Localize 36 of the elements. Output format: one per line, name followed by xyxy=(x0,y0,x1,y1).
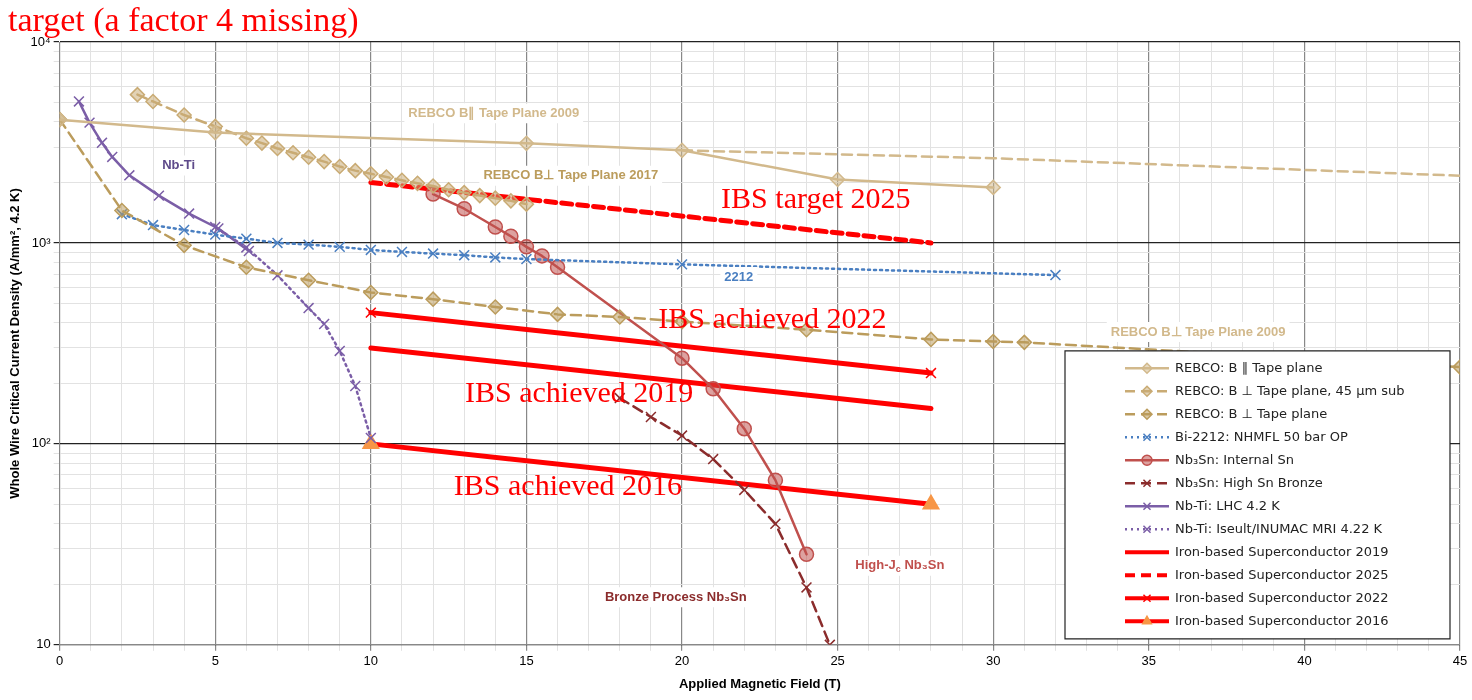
y-tick-label: 10³ xyxy=(31,234,52,250)
annotation: IBS achieved 2019 xyxy=(465,374,694,408)
annotation: REBCO B∥ Tape Plane 2009 xyxy=(408,104,580,121)
x-tick-label: 5 xyxy=(211,653,219,669)
annotation: IBS achieved 2016 xyxy=(453,467,683,501)
x-tick-label: 10 xyxy=(363,653,379,669)
legend-label: Nb-Ti: Iseult/INUMAC MRI 4.22 K xyxy=(1175,520,1383,536)
x-tick-label: 15 xyxy=(519,653,534,669)
legend-label: REBCO: B ∥ Tape plane xyxy=(1175,359,1323,375)
legend-label: Iron-based Superconductor 2022 xyxy=(1175,589,1389,605)
x-tick-label: 20 xyxy=(674,653,690,669)
legend-label: Iron-based Superconductor 2025 xyxy=(1175,566,1389,582)
x-tick-label: 0 xyxy=(56,653,64,669)
legend-label: Nb₃Sn: Internal Sn xyxy=(1175,451,1294,467)
legend-label: Iron-based Superconductor 2016 xyxy=(1175,612,1389,628)
legend-label: Bi-2212: NHMFL 50 bar OP xyxy=(1175,428,1348,444)
annotation: REBCO B⊥ Tape Plane 2009 xyxy=(1110,323,1286,339)
y-axis-title: Whole Wire Critical Current Density (A/mm², 4.2 K) xyxy=(7,188,23,499)
legend-label: Iron-based Superconductor 2019 xyxy=(1175,543,1389,559)
legend-label: Nb-Ti: LHC 4.2 K xyxy=(1175,497,1281,513)
x-tick-label: 40 xyxy=(1297,653,1312,669)
x-tick-label: 25 xyxy=(830,653,845,669)
legend-label: Nb₃Sn: High Sn Bronze xyxy=(1175,474,1323,490)
annotation: REBCO B⊥ Tape Plane 2017 xyxy=(483,167,659,183)
x-tick-label: 30 xyxy=(985,653,1001,669)
annotation: 2212 xyxy=(724,268,754,284)
x-tick-label: 35 xyxy=(1141,653,1157,669)
annotation: Bronze Process Nb₃Sn xyxy=(604,588,747,604)
legend-label: REBCO: B ⊥ Tape plane xyxy=(1175,405,1328,421)
x-axis-title: Applied Magnetic Field (T) xyxy=(678,675,841,691)
legend-label: REBCO: B ⊥ Tape plane, 45 µm sub xyxy=(1175,382,1405,398)
y-tick-label: 10² xyxy=(31,435,52,451)
annotation: Nb-Ti xyxy=(162,157,196,173)
y-tick-label: 10 xyxy=(36,636,51,652)
x-tick-label: 45 xyxy=(1452,653,1468,669)
annotation: IBS target 2025 xyxy=(721,180,911,214)
